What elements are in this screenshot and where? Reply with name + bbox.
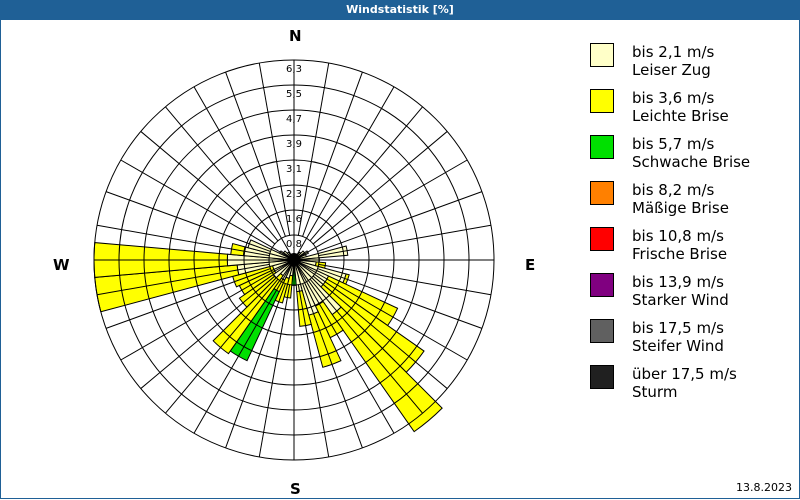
spoke <box>318 224 492 257</box>
legend-label: bis 17,5 m/s Steifer Wind <box>632 319 724 355</box>
wind-sector <box>308 311 342 368</box>
spoke <box>193 86 295 261</box>
date-label: 13.8.2023 <box>736 481 792 494</box>
legend-label: bis 2,1 m/s Leiser Zug <box>632 43 715 79</box>
legend-swatch <box>590 227 614 251</box>
spoke <box>120 159 295 261</box>
spoke <box>165 106 279 242</box>
ring-label: 1,6 <box>286 214 302 225</box>
legend-label: bis 3,6 m/s Leichte Brise <box>632 89 729 125</box>
legend-label: über 17,5 m/s Sturm <box>632 365 737 401</box>
spoke <box>293 259 468 361</box>
west-label: W <box>53 256 70 274</box>
ring-label: 5,5 <box>286 89 302 100</box>
legend-swatch <box>590 135 614 159</box>
spoke <box>225 71 286 237</box>
legend-label: bis 8,2 m/s Mäßige Brise <box>632 181 729 217</box>
spoke <box>96 224 270 257</box>
spoke <box>258 284 291 458</box>
south-label: S <box>290 480 301 498</box>
spoke <box>193 259 295 434</box>
spoke <box>317 191 483 252</box>
spoke <box>309 106 423 242</box>
ring-label: 3,9 <box>286 139 302 150</box>
ring-label: 3,1 <box>286 164 302 175</box>
legend-swatch <box>590 181 614 205</box>
spoke <box>302 283 363 449</box>
spoke <box>302 71 363 237</box>
spoke <box>317 268 483 329</box>
east-label: E <box>525 256 536 274</box>
legend-label: bis 10,8 m/s Frische Brise <box>632 227 728 263</box>
spoke <box>140 131 276 245</box>
ring-label: 2,3 <box>286 189 302 200</box>
spoke <box>96 263 270 296</box>
spoke <box>165 278 279 414</box>
spoke <box>312 131 448 245</box>
spoke <box>312 275 448 389</box>
spoke <box>225 283 286 449</box>
spoke <box>140 275 276 389</box>
spoke <box>105 191 271 252</box>
legend-swatch <box>590 319 614 343</box>
spoke <box>318 263 492 296</box>
spoke <box>258 62 291 236</box>
legend-swatch <box>590 43 614 67</box>
legend-swatch <box>590 365 614 389</box>
north-label: N <box>289 27 302 45</box>
spoke <box>293 259 395 434</box>
ring-label: 4,7 <box>286 114 302 125</box>
legend-label: bis 5,7 m/s Schwache Brise <box>632 135 751 171</box>
ring-label: 6,3 <box>286 64 302 75</box>
legend-swatch <box>590 273 614 297</box>
spoke <box>293 159 468 261</box>
legend-swatch <box>590 89 614 113</box>
ring-label: 0,8 <box>286 239 302 250</box>
spoke <box>309 278 423 414</box>
spoke <box>120 259 295 361</box>
wind-sector <box>230 242 246 257</box>
spoke <box>297 62 330 236</box>
spoke <box>297 284 330 458</box>
spoke <box>105 268 271 329</box>
spoke <box>293 86 395 261</box>
chart-title: Windstatistik [%] <box>0 0 800 20</box>
legend-label: bis 13,9 m/s Starker Wind <box>632 273 729 309</box>
wind-sector <box>296 290 312 327</box>
